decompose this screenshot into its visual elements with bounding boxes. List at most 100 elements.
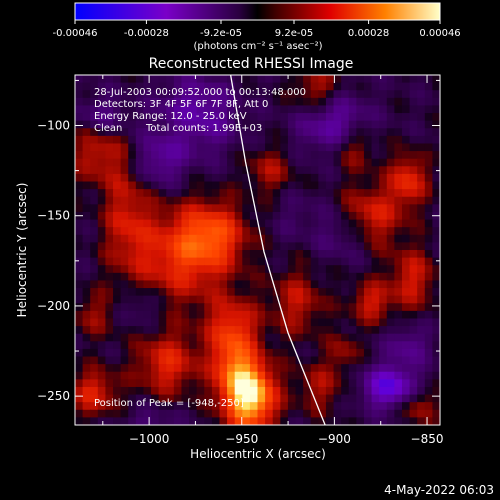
- heatmap-cell: [272, 295, 281, 304]
- heatmap-cell: [90, 128, 99, 137]
- heatmap-cell: [249, 211, 259, 221]
- chart-title: Reconstructed RHESSI Image: [149, 56, 354, 72]
- heatmap-cell: [166, 379, 175, 388]
- heatmap-cell: [341, 120, 350, 129]
- heatmap-cell: [204, 409, 213, 418]
- heatmap-cell: [234, 409, 243, 418]
- heatmap-cell: [113, 356, 122, 365]
- heatmap-cell: [166, 204, 175, 213]
- heatmap-cell: [75, 371, 84, 380]
- heatmap-cell: [166, 151, 175, 160]
- heatmap-cell: [181, 371, 190, 380]
- heatmap-cell: [181, 402, 190, 411]
- heatmap-cell: [242, 219, 251, 228]
- heatmap-cell: [265, 211, 274, 221]
- heatmap-cell: [333, 166, 342, 175]
- heatmap-cell: [158, 90, 167, 99]
- heatmap-cell: [348, 234, 357, 243]
- heatmap-cell: [120, 348, 129, 358]
- heatmap-cell: [280, 105, 289, 114]
- heatmap-cell: [227, 250, 236, 259]
- heatmap-cell: [173, 280, 183, 289]
- heatmap-cell: [386, 82, 395, 91]
- heatmap-cell: [272, 326, 281, 335]
- heatmap-cell: [325, 105, 335, 114]
- heatmap-cell: [303, 333, 312, 342]
- heatmap-cell: [242, 272, 251, 282]
- heatmap-cell: [181, 280, 190, 289]
- heatmap-cell: [379, 189, 388, 198]
- heatmap-cell: [196, 288, 205, 297]
- heatmap-cell: [333, 341, 342, 350]
- heatmap-cell: [158, 181, 167, 190]
- heatmap-cell: [409, 189, 418, 198]
- heatmap-cell: [181, 295, 190, 304]
- heatmap-cell: [325, 303, 335, 312]
- heatmap-cell: [303, 97, 312, 107]
- heatmap-cell: [143, 173, 152, 183]
- heatmap-cell: [249, 181, 259, 190]
- heatmap-cell: [181, 326, 190, 335]
- heatmap-cell: [272, 128, 281, 137]
- heatmap-cell: [287, 90, 297, 99]
- heatmap-cell: [128, 105, 137, 114]
- heatmap-cell: [249, 227, 259, 236]
- heatmap-cell: [189, 386, 198, 396]
- heatmap-cell: [341, 105, 350, 114]
- x-tick-label: −850: [411, 432, 444, 446]
- heatmap-cell: [135, 128, 145, 137]
- heatmap-cell: [234, 333, 243, 342]
- heatmap-cell: [363, 82, 373, 91]
- heatmap-cell: [333, 82, 342, 91]
- heatmap-cell: [409, 341, 418, 350]
- heatmap-cell: [257, 219, 266, 228]
- heatmap-cell: [204, 151, 213, 160]
- heatmap-cell: [265, 158, 274, 167]
- heatmap-cell: [287, 151, 297, 160]
- heatmap-cell: [151, 113, 160, 122]
- heatmap-cell: [120, 181, 129, 190]
- heatmap-cell: [401, 356, 411, 365]
- heatmap-cell: [158, 113, 167, 122]
- heatmap-cell: [333, 402, 342, 411]
- heatmap-cell: [379, 120, 388, 129]
- heatmap-cell: [128, 128, 137, 137]
- heatmap-cell: [363, 402, 373, 411]
- heatmap-cell: [113, 135, 122, 145]
- heatmap-cell: [173, 333, 183, 342]
- heatmap-cell: [432, 120, 440, 129]
- heatmap-cell: [432, 318, 440, 327]
- heatmap-cell: [310, 371, 319, 380]
- heatmap-cell: [82, 326, 91, 335]
- heatmap-cell: [189, 310, 198, 320]
- heatmap-cell: [341, 394, 350, 403]
- heatmap-cell: [424, 272, 433, 282]
- heatmap-cell: [97, 166, 107, 175]
- heatmap-cell: [120, 173, 129, 183]
- heatmap-cell: [356, 394, 365, 403]
- heatmap-cell: [401, 90, 411, 99]
- heatmap-cell: [287, 386, 297, 396]
- heatmap-cell: [325, 386, 335, 396]
- heatmap-cell: [424, 204, 433, 213]
- heatmap-cell: [90, 356, 99, 365]
- heatmap-cell: [143, 113, 152, 122]
- heatmap-cell: [318, 364, 327, 373]
- heatmap-cell: [97, 333, 107, 342]
- heatmap-cell: [325, 288, 335, 297]
- heatmap-cell: [97, 158, 107, 167]
- heatmap-cell: [417, 310, 426, 320]
- heatmap-cell: [280, 151, 289, 160]
- heatmap-cell: [287, 75, 297, 84]
- heatmap-cell: [113, 143, 122, 152]
- heatmap-cell: [424, 166, 433, 175]
- heatmap-cell: [341, 356, 350, 365]
- axis-ticks: −1000 −950 −900 −850−100−150−200−250: [37, 75, 444, 446]
- heatmap-cell: [143, 97, 152, 107]
- heatmap-cell: [135, 189, 145, 198]
- heatmap-cell: [242, 128, 251, 137]
- heatmap-cell: [303, 90, 312, 99]
- heatmap-cell: [363, 348, 373, 358]
- heatmap-cell: [97, 379, 107, 388]
- heatmap-cell: [135, 234, 145, 243]
